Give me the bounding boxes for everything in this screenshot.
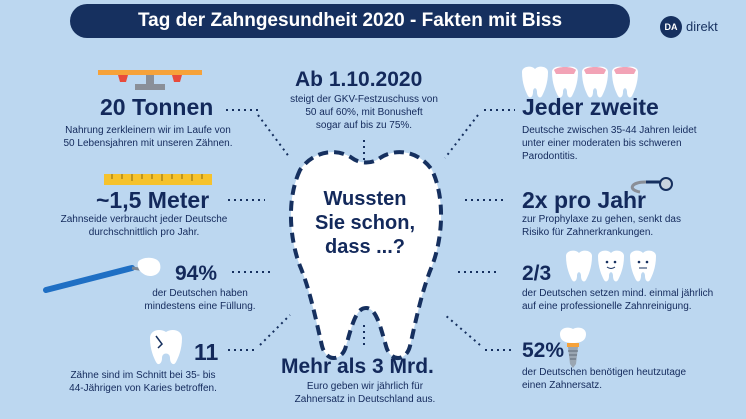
central-question-line-1: Wussten [323,188,407,210]
central-question-line-3: dass ...? [324,236,406,258]
central-tooth [288,150,444,360]
fact-prophylaxe-line-1: zur Prophylaxe zu gehen, senkt das [522,214,681,225]
connector-lines [226,109,515,351]
connector-caries-diag [259,314,291,346]
fact-filling-text: der Deutschen haben mindestens eine Füll… [130,287,270,313]
ruler-icon [104,174,212,185]
connector-implant-diag [444,314,481,346]
fact-caries-line-1: Zähne sind im Schnitt bei 35- bis [70,370,216,381]
logo: DA direkt [660,16,730,38]
fact-meter-line-1: Zahnseide verbraucht jeder Deutsche [60,214,228,225]
fact-filling-line-2: mindestens eine Füllung. [144,301,256,312]
fact-implant-text: der Deutschen benötigen heutzutage einen… [522,366,722,392]
fact-date-line-3: sogar auf bis zu 75%. [315,120,413,131]
central-question: Wussten Sie schon, dass ...? [285,187,445,259]
logo-mark: DA [660,16,682,38]
fact-tons-text: Nahrung zerkleinern wir im Laufe von 50 … [48,124,248,150]
fact-cleaning-text: der Deutschen setzen mind. einmal jährli… [522,287,737,313]
dental-mirror-icon [630,177,673,194]
dental-tool-icon [43,257,161,293]
fact-tons-line-1: Nahrung zerkleinern wir im Laufe von [65,125,231,136]
connector-parodontitis-diag [444,114,479,159]
fact-cleaning-heading: 2/3 [522,262,552,285]
fact-billions-line-1: Euro geben wir jährlich für [306,381,424,392]
happy-teeth-icon [566,250,656,282]
fact-parodontitis-heading: Jeder zweite [522,94,659,120]
fact-tons-line-2: 50 Lebensjahren mit unseren Zähnen. [63,138,233,149]
fact-caries-heading: 11 [194,339,219,365]
fact-date-text: steigt der GKV-Festzuschuss von 50 auf 6… [284,93,444,132]
implant-icon [560,327,586,368]
logo-text: direkt [686,19,718,34]
scale-icon [98,70,202,90]
caries-tooth-icon [150,330,182,365]
fact-billions-line-2: Zahnersatz in Deutschland aus. [294,394,436,405]
fact-parodontitis-line-3: Parodontitis. [522,151,578,162]
fact-prophylaxe-heading: 2x pro Jahr [522,187,646,213]
fact-date-line-1: steigt der GKV-Festzuschuss von [290,94,438,105]
fact-meter-line-2: durchschnittlich pro Jahr. [88,227,200,238]
fact-date-heading: Ab 1.10.2020 [295,68,423,91]
fact-cleaning-line-2: auf eine professionelle Zahnreinigung. [522,301,692,312]
fact-filling-line-1: der Deutschen haben [152,288,248,299]
fact-meter-heading: ~1,5 Meter [96,187,210,213]
fact-parodontitis-line-1: Deutsche zwischen 35-44 Jahren leidet [522,125,697,136]
fact-prophylaxe-text: zur Prophylaxe zu gehen, senkt das Risik… [522,213,722,239]
fact-implant-heading: 52% [522,339,565,362]
fact-caries-text: Zähne sind im Schnitt bei 35- bis 44-Jäh… [48,369,238,395]
fact-cleaning-line-1: der Deutschen setzen mind. einmal jährli… [522,288,714,299]
title-banner: Tag der Zahngesundheit 2020 - Fakten mit… [70,4,630,38]
fact-implant-line-2: einen Zahnersatz. [522,380,603,391]
fact-date-line-2: 50 auf 60%, mit Bonusheft [305,107,423,118]
fact-implant-line-1: der Deutschen benötigen heutzutage [522,367,687,378]
fact-parodontitis-text: Deutsche zwischen 35-44 Jahren leidet un… [522,124,732,163]
page-title: Tag der Zahngesundheit 2020 - Fakten mit… [137,10,563,31]
fact-billions-heading: Mehr als 3 Mrd. [281,355,434,378]
fact-filling-heading: 94% [175,262,218,285]
fact-meter-text: Zahnseide verbraucht jeder Deutsche durc… [46,213,242,239]
fact-caries-line-2: 44-Jährigen von Karies betroffen. [69,383,217,394]
fact-tons-heading: 20 Tonnen [100,94,214,120]
central-question-line-2: Sie schon, [314,212,416,234]
fact-prophylaxe-line-2: Risiko für Zahnerkrankungen. [522,227,654,238]
fact-billions-text: Euro geben wir jährlich für Zahnersatz i… [280,380,450,406]
fact-parodontitis-line-2: unter einer moderaten bis schweren [522,138,682,149]
gum-teeth-icon [522,66,638,98]
